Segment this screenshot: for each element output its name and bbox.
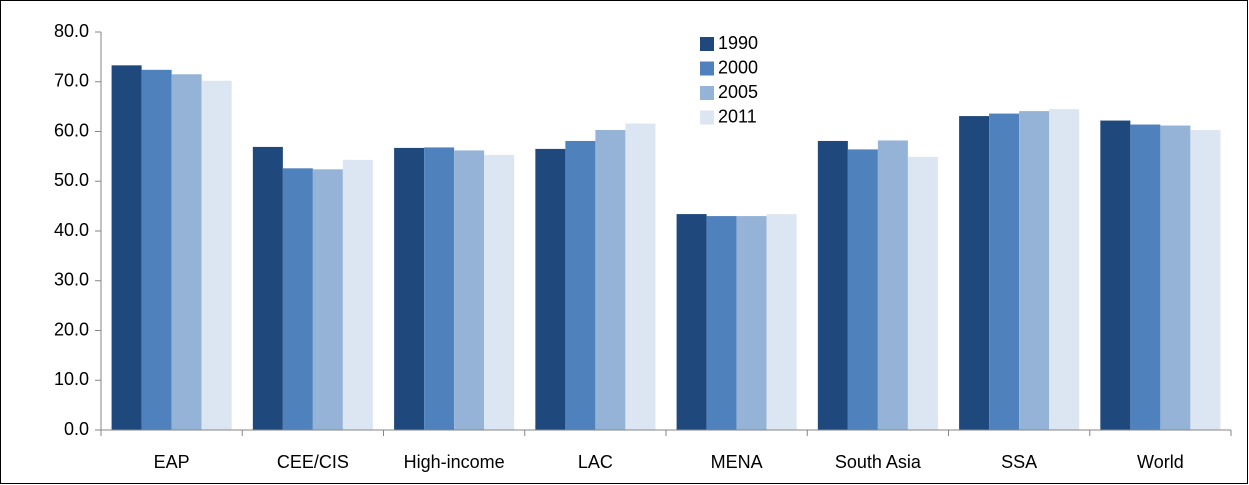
bar: [676, 214, 707, 430]
y-tick-label: 10.0: [54, 369, 89, 389]
bar: [394, 147, 425, 431]
bar: [1100, 120, 1131, 431]
bar: [595, 130, 626, 430]
bar: [625, 123, 656, 430]
bar: [877, 140, 908, 430]
bar: [959, 116, 990, 430]
x-tick-label: South Asia: [835, 452, 922, 472]
bar: [282, 168, 313, 430]
bar: [111, 65, 142, 431]
bar: [1160, 125, 1191, 430]
bar: [424, 147, 455, 431]
x-tick-label: EAP: [154, 452, 190, 472]
y-tick-label: 50.0: [54, 170, 89, 190]
bar: [817, 140, 848, 430]
bar: [766, 214, 797, 430]
bar: [907, 156, 938, 430]
bar: [484, 154, 515, 430]
bar: [342, 159, 373, 431]
bar: [1049, 109, 1080, 431]
legend-label: 1990: [718, 33, 758, 53]
y-tick-label: 80.0: [54, 21, 89, 41]
y-tick-label: 20.0: [54, 319, 89, 339]
legend-swatch: [700, 37, 714, 51]
bar: [1019, 111, 1050, 430]
bar: [1130, 124, 1161, 430]
bar: [252, 146, 283, 431]
y-tick-label: 0.0: [64, 419, 89, 439]
x-tick-label: World: [1137, 452, 1184, 472]
bar: [847, 149, 878, 430]
x-tick-label: High-income: [404, 452, 505, 472]
legend-swatch: [700, 86, 714, 100]
bar: [141, 69, 172, 430]
legend-label: 2000: [718, 57, 758, 77]
y-tick-label: 40.0: [54, 220, 89, 240]
x-tick-label: SSA: [1001, 452, 1037, 472]
bar: [454, 150, 485, 430]
bar: [706, 216, 737, 430]
bar: [989, 113, 1020, 430]
x-tick-label: CEE/CIS: [277, 452, 349, 472]
legend-swatch: [700, 110, 714, 125]
y-tick-label: 30.0: [54, 270, 89, 290]
y-tick-label: 60.0: [54, 120, 89, 140]
bar: [312, 169, 343, 430]
legend-label: 2005: [718, 82, 758, 102]
x-tick-label: MENA: [711, 452, 763, 472]
bar: [171, 74, 202, 430]
legend-swatch: [700, 61, 714, 76]
y-tick-label: 70.0: [54, 71, 89, 91]
bar: [535, 148, 566, 430]
bar: [565, 140, 596, 430]
bar: [736, 216, 767, 430]
bar: [201, 80, 232, 430]
legend-label: 2011: [718, 106, 757, 126]
bar: [1190, 130, 1221, 430]
x-tick-label: LAC: [578, 452, 613, 472]
